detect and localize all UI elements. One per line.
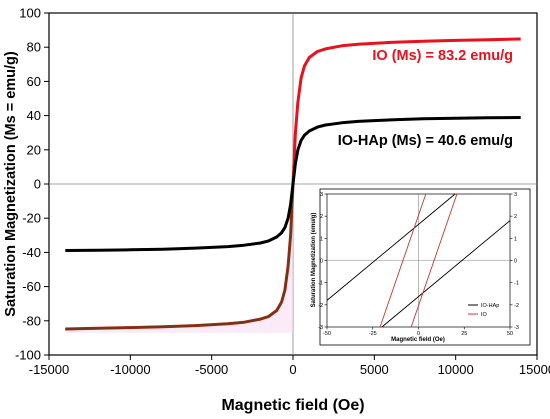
inset-x-tick-label: 50 — [507, 331, 513, 337]
inset-y-tick-label-right: -2 — [514, 303, 519, 309]
y-tick-label: -100 — [15, 348, 41, 363]
y-tick-label: -80 — [22, 313, 41, 328]
y-tick-label: 40 — [27, 108, 41, 123]
inset-y-tick-label-right: -1 — [514, 281, 519, 287]
inset-series-io-lower-branch — [410, 193, 458, 328]
inset-y-tick-label-left: 0 — [320, 259, 323, 265]
inset-y-tick-label-right: 3 — [514, 192, 517, 198]
x-tick-label: 0 — [289, 362, 296, 377]
inset-series-io-upper-branch — [379, 193, 427, 328]
x-tick-label: -10000 — [110, 362, 150, 377]
io-fill-area — [65, 184, 293, 333]
x-tick-label: 15000 — [519, 362, 550, 377]
y-tick-label: -20 — [22, 211, 41, 226]
legend-label-io-hap: IO-HAp — [481, 303, 499, 309]
inset-y-tick-label-left: -1 — [318, 281, 323, 287]
series-io-negative-branch — [65, 183, 295, 331]
inset-y-tick-label-right: 1 — [514, 236, 517, 242]
x-axis-title: Magnetic field (Oe) — [221, 397, 364, 414]
x-tick-label: 5000 — [360, 362, 389, 377]
inset-background — [319, 188, 531, 346]
inset-series — [326, 193, 511, 328]
y-tick-label: 0 — [34, 177, 41, 192]
inset-series-io-hap-lower-branch — [381, 220, 511, 328]
inset-x-tick-label: 25 — [461, 331, 467, 337]
inset-x-axis-title: Magnetic field (Oe) — [391, 337, 445, 343]
y-tick-label: 100 — [19, 6, 41, 21]
inset-y-tick-label-left: -2 — [318, 303, 323, 309]
io-annotation: IO (Ms) = 83.2 emu/g — [372, 48, 513, 64]
x-tick-label: -15000 — [29, 362, 69, 377]
inset-y-tick-label-left: -3 — [318, 325, 323, 331]
y-tick-label: 60 — [27, 74, 41, 89]
inset-ticks: -50 -25 0 25 50-3 -3-2 -2-1 -10 01 12 23 3 — [318, 192, 519, 337]
main-series — [65, 37, 521, 333]
inset-y-axis-title: Saturation Magnetization (emu/g) — [311, 213, 317, 308]
main-ticks: -15000-10000-5000050001000015000-100-80-… — [15, 6, 550, 378]
inset-y-tick-label-right: 0 — [514, 259, 517, 265]
inset-y-tick-label-right: -3 — [514, 325, 519, 331]
inset-y-tick-label-left: 3 — [320, 192, 323, 198]
inset-series-io-hap-upper-branch — [326, 193, 456, 301]
legend-label-io: IO — [481, 312, 488, 318]
inset-x-tick-label: -25 — [369, 331, 377, 337]
io-hap-annotation: IO-HAp (Ms) = 40.6 emu/g — [338, 133, 513, 149]
y-tick-label: 80 — [27, 40, 41, 55]
y-tick-label: -60 — [22, 279, 41, 294]
inset-y-tick-label-left: 1 — [320, 236, 323, 242]
x-tick-label: -5000 — [195, 362, 228, 377]
inset-y-tick-label-left: 2 — [320, 214, 323, 220]
inset-chart: -50 -25 0 25 50-3 -3-2 -2-1 -10 01 12 23 3 Magnetic… — [311, 188, 531, 346]
y-tick-label: 20 — [27, 142, 41, 157]
inset-x-tick-label: 0 — [417, 331, 420, 337]
series-io-hap-line — [65, 116, 521, 252]
inset-y-tick-label-right: 2 — [514, 214, 517, 220]
y-tick-label: -40 — [22, 245, 41, 260]
x-tick-label: 10000 — [438, 362, 474, 377]
inset-legend: IO-HAp IO — [468, 303, 499, 318]
inset-x-tick-label: -50 — [323, 331, 331, 337]
y-axis-title: Saturation Magnetization (Ms = emu/g) — [3, 51, 19, 317]
